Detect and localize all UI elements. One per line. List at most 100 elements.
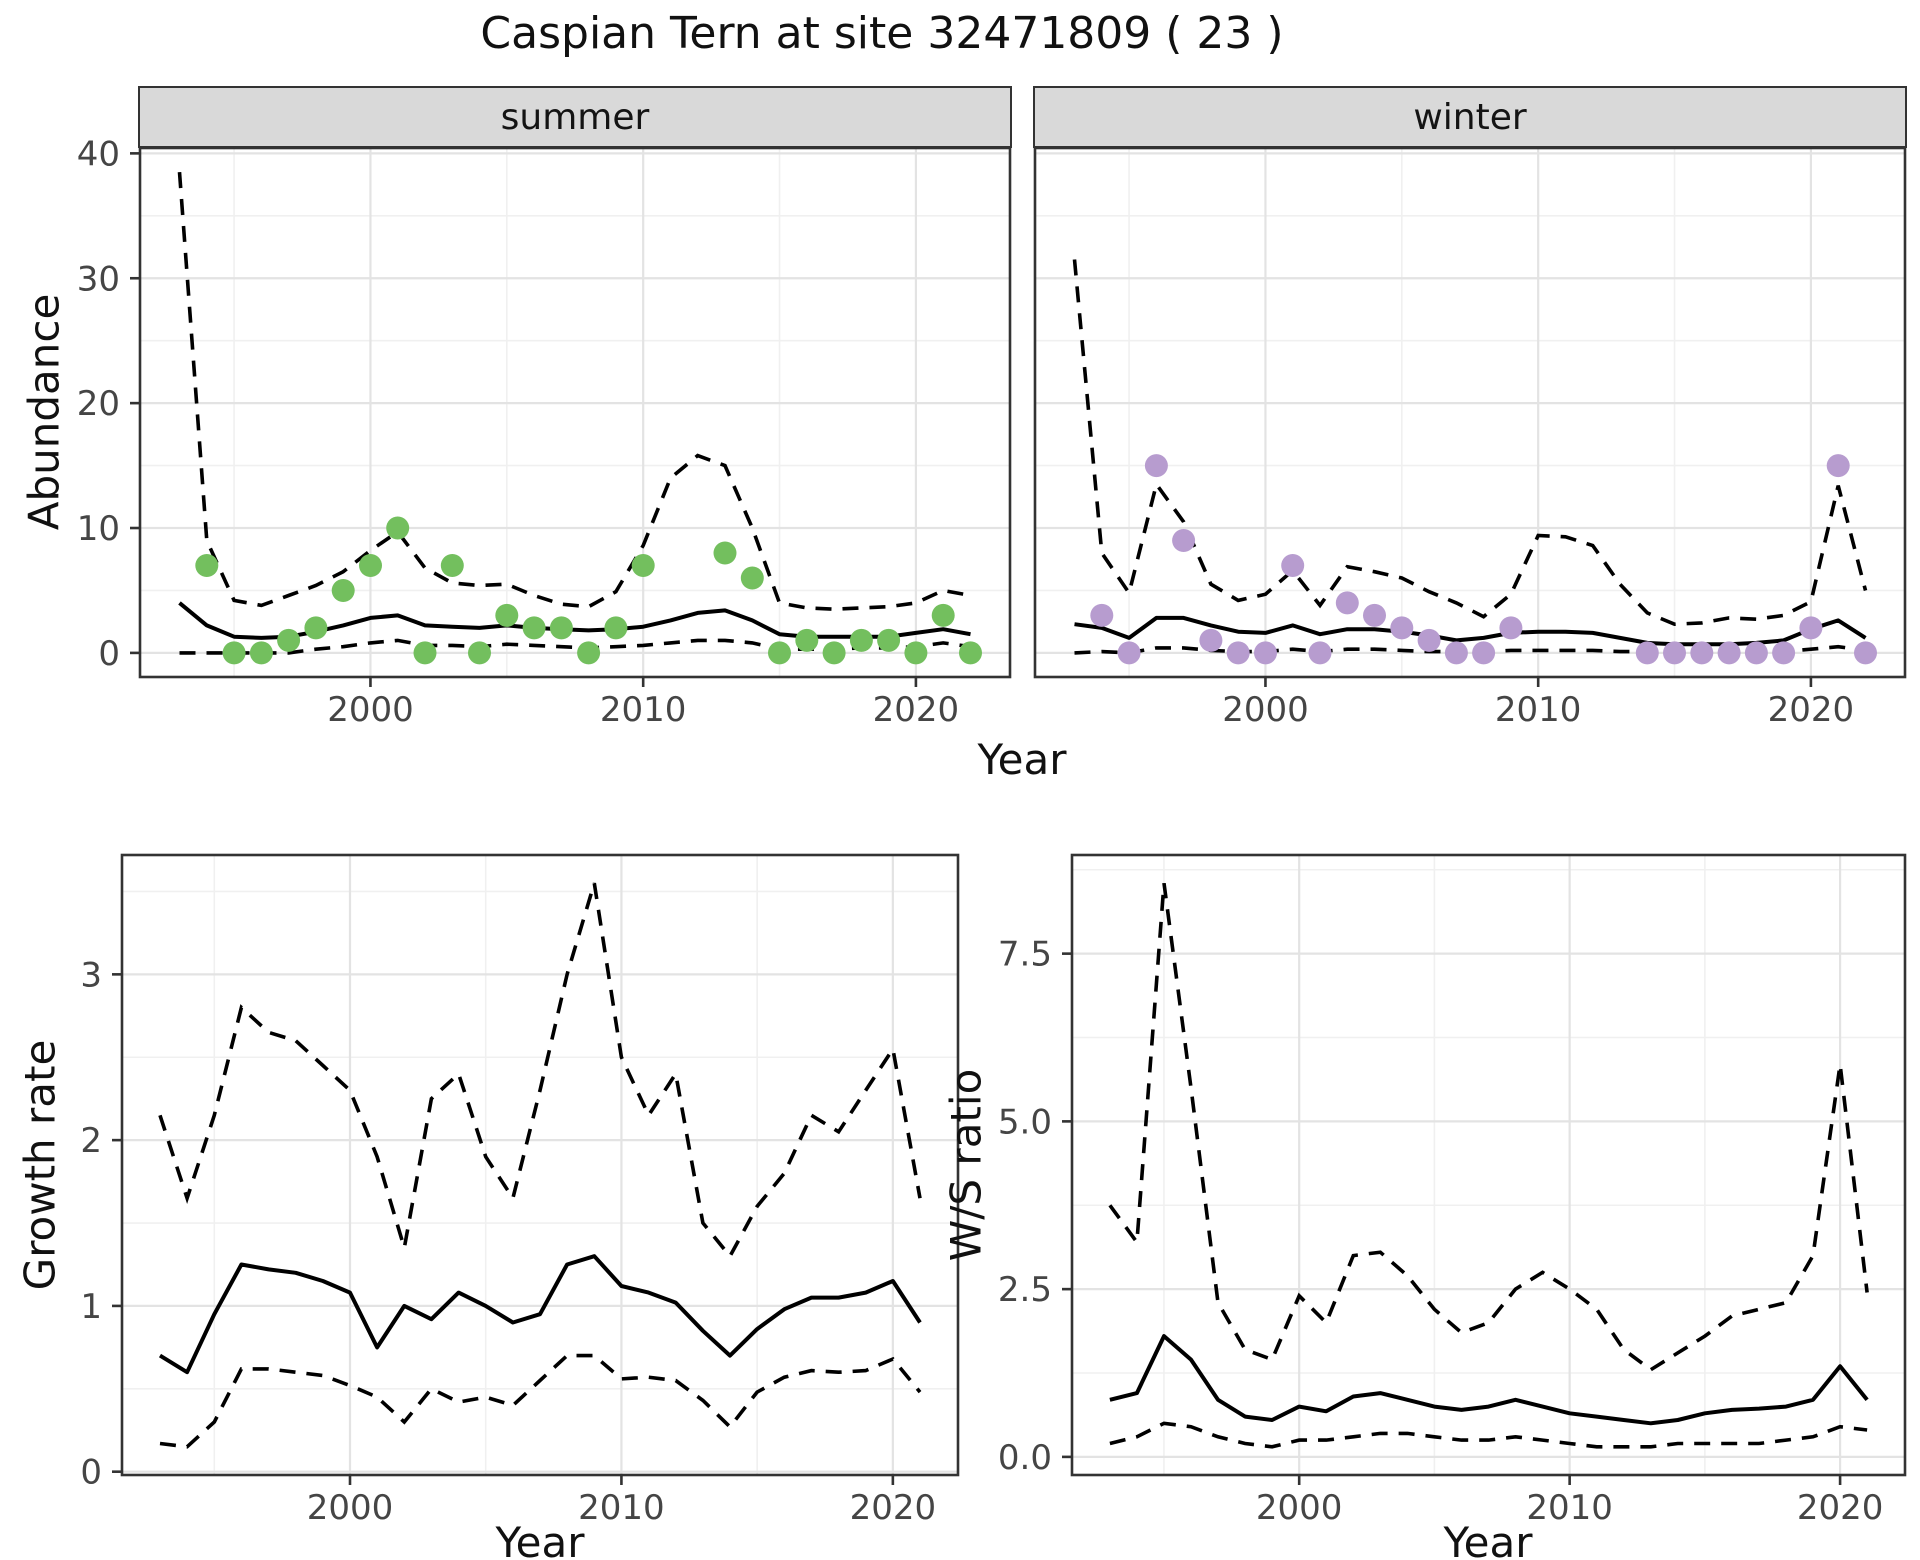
facet-strip-summer: summer [138, 86, 1012, 148]
winter-data-point [1254, 641, 1277, 665]
y-tick-label: 2.5 [998, 1270, 1052, 1310]
summer-data-point [331, 579, 355, 602]
y-tick-label: 1 [80, 1287, 102, 1327]
y-tick-label: 10 [77, 509, 120, 549]
summer-data-point [822, 641, 846, 665]
winter-data-point [1090, 603, 1114, 627]
upper-ci-line [158, 882, 922, 1260]
y-axis-title-growth-rate: Growth rate [15, 1039, 65, 1291]
x-tick-label: 2000 [1256, 1488, 1343, 1528]
y-tick-label: 0.0 [998, 1438, 1052, 1478]
summer-data-point [468, 641, 491, 665]
summer-data-point [386, 516, 410, 540]
lower-ci-line [1109, 1421, 1868, 1449]
y-tick-label: 3 [80, 955, 102, 995]
panel-border [1070, 853, 1907, 1477]
x-axis-title-year-ws: Year [1443, 1518, 1533, 1560]
summer-data-point [304, 616, 328, 640]
winter-data-point [1172, 529, 1196, 552]
summer-data-point [604, 616, 628, 640]
figure-title: Caspian Tern at site 32471809 ( 23 ) [480, 8, 1284, 59]
median-line [1109, 1334, 1869, 1426]
winter-data-point [1663, 641, 1686, 665]
y-tick-label: 30 [77, 259, 120, 299]
x-tick-label: 2000 [1222, 690, 1309, 730]
summer-data-point [904, 641, 928, 665]
summer-data-point [849, 628, 873, 652]
summer-data-point [549, 616, 573, 640]
upper-ci-line [1108, 882, 1869, 1372]
x-tick-label: 2010 [1495, 690, 1582, 730]
y-tick-label: 2 [80, 1121, 102, 1161]
panel-background [1072, 855, 1905, 1475]
y-axis-title-ws-ratio: W/S ratio [941, 1068, 991, 1262]
winter-data-point [1744, 641, 1768, 665]
x-tick-label: 2020 [1768, 690, 1855, 730]
summer-data-point [795, 628, 819, 652]
summer-data-point [768, 641, 791, 665]
winter-data-point [1854, 641, 1877, 665]
lower-ci-line [159, 1353, 922, 1449]
y-tick-label: 0 [80, 1453, 102, 1493]
panel-background [1035, 148, 1905, 677]
summer-data-point [495, 603, 519, 627]
x-tick-label: 2010 [578, 1488, 665, 1528]
winter-data-point [1717, 641, 1741, 665]
y-tick-label: 40 [77, 134, 120, 174]
x-tick-label: 2020 [873, 690, 960, 730]
winter-data-point [1417, 628, 1441, 652]
summer-data-point [440, 554, 464, 577]
facet-strip-winter-label: winter [1413, 96, 1527, 138]
y-tick-label: 20 [77, 384, 120, 424]
panel-background [122, 855, 958, 1475]
winter-data-point [1363, 603, 1386, 627]
winter-data-point [1117, 641, 1141, 665]
summer-data-point [222, 641, 246, 665]
x-tick-label: 2000 [307, 1488, 394, 1528]
facet-strip-winter: winter [1033, 86, 1907, 148]
winter-data-point [1499, 616, 1523, 640]
summer-data-point [931, 603, 955, 627]
winter-data-point [1226, 641, 1250, 665]
winter-data-point [1635, 641, 1659, 665]
x-tick-label: 2010 [1526, 1488, 1613, 1528]
summer-data-point [959, 641, 982, 665]
y-tick-label: 5.0 [998, 1102, 1052, 1142]
winter-data-point [1390, 616, 1414, 640]
y-tick-label: 7.5 [998, 935, 1052, 975]
y-axis-title-abundance: Abundance [19, 293, 69, 531]
panel-border [138, 146, 1012, 679]
summer-data-point [577, 641, 601, 665]
summer-data-point [277, 628, 301, 652]
summer-data-point [740, 566, 764, 590]
winter-data-point [1799, 616, 1823, 640]
winter-data-point [1444, 641, 1468, 665]
winter-data-point [1826, 454, 1850, 478]
panel-border [1033, 146, 1907, 679]
upper-ci-line [177, 171, 971, 612]
facet-strip-summer-label: summer [500, 96, 650, 138]
summer-data-point [413, 641, 437, 665]
summer-data-point [359, 554, 382, 577]
winter-data-point [1472, 641, 1496, 665]
panel-border [120, 853, 960, 1477]
summer-data-point [249, 641, 273, 665]
summer-data-point [877, 628, 901, 652]
x-axis-title-year-top: Year [977, 735, 1067, 784]
summer-data-point [522, 616, 546, 640]
summer-data-point [713, 541, 737, 565]
y-tick-label: 0 [98, 634, 120, 674]
winter-data-point [1690, 641, 1714, 665]
x-tick-label: 2000 [327, 690, 414, 730]
x-tick-label: 2020 [850, 1488, 937, 1528]
summer-data-point [195, 554, 219, 577]
x-axis-title-year-growth: Year [495, 1518, 585, 1560]
panel-background [140, 148, 1010, 677]
winter-data-point [1199, 628, 1223, 652]
winter-data-point [1772, 641, 1796, 665]
winter-data-point [1281, 554, 1305, 577]
x-tick-label: 2010 [600, 690, 687, 730]
winter-data-point [1335, 591, 1359, 615]
